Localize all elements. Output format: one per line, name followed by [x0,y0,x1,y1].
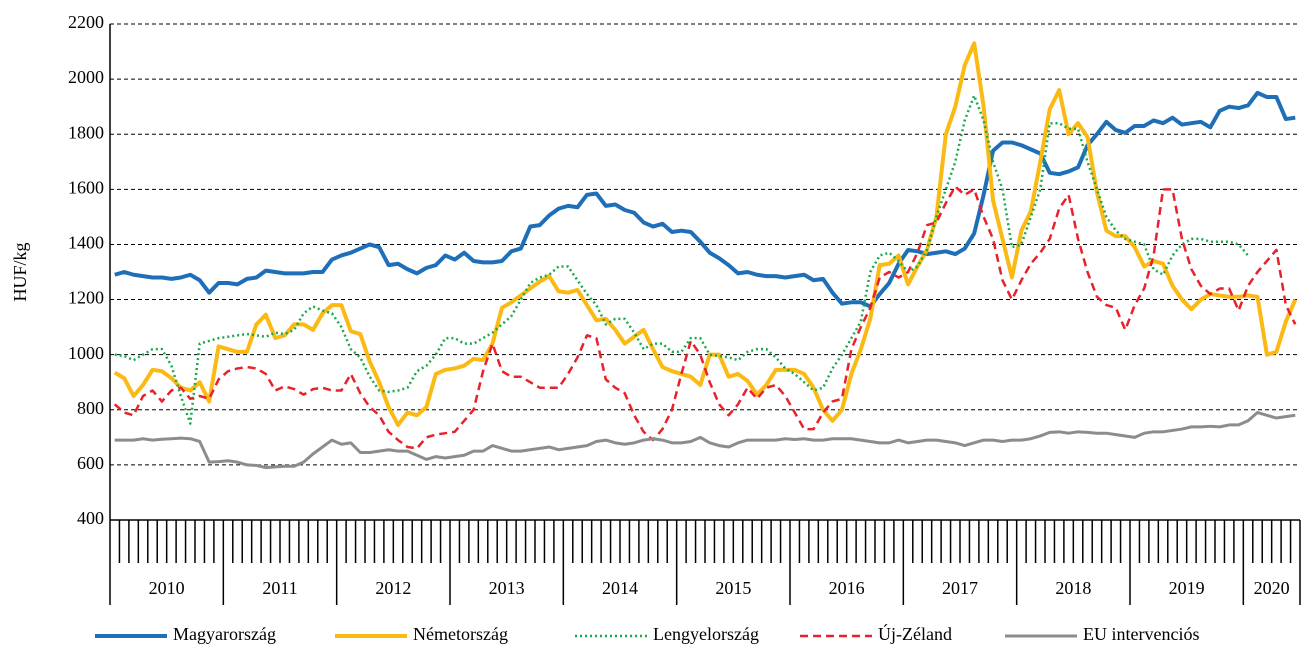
y-tick-label: 2000 [68,67,104,87]
legend-label: EU intervenciós [1083,624,1199,644]
x-group-label: 2015 [715,578,751,598]
series-line [114,411,1296,470]
y-tick-label: 800 [77,398,104,418]
x-group-label: 2011 [262,578,297,598]
x-group-label: 2019 [1169,578,1205,598]
x-group-label: 2012 [375,578,411,598]
x-group-label: 2017 [942,578,978,598]
legend-label: Új-Zéland [878,623,952,644]
y-tick-label: 2200 [68,12,104,32]
y-tick-label: 1400 [68,233,104,253]
x-group-label: 2020 [1254,578,1290,598]
x-group-label: 2014 [602,578,638,598]
x-group-label: 2018 [1055,578,1091,598]
series-line [114,90,1296,309]
series-line [113,41,1298,427]
y-tick-label: 1200 [68,288,104,308]
y-tick-label: 400 [77,508,104,528]
x-group-label: 2013 [489,578,525,598]
y-tick-label: 1000 [68,343,104,363]
legend-label: Magyarország [173,624,276,644]
legend-label: Németország [413,624,508,644]
series-line [113,185,1297,450]
x-group-label: 2010 [149,578,185,598]
y-axis-label: HUF/kg [10,242,30,301]
y-tick-label: 1800 [68,122,104,142]
x-group-label: 2016 [829,578,865,598]
y-tick-label: 600 [77,453,104,473]
y-tick-label: 1600 [68,177,104,197]
legend-label: Lengyelország [653,624,759,644]
